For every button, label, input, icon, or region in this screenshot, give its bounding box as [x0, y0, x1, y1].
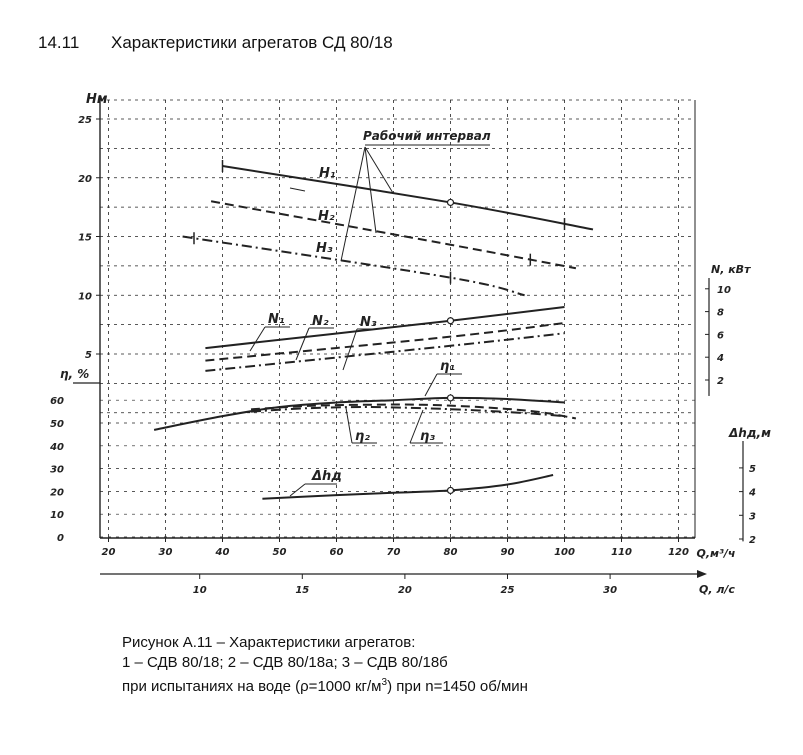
section-title: Характеристики агрегатов СД 80/18: [111, 33, 393, 52]
q-axis-label: Q,м³/ч: [697, 547, 736, 560]
eta-tick-label: 60: [50, 396, 64, 407]
series-line: [205, 306, 565, 350]
eta-tick-label: 10: [50, 510, 64, 521]
label-n1: N₁: [268, 312, 285, 327]
label-dh: Δhд: [311, 469, 342, 484]
q-tick-label: 100: [554, 547, 575, 558]
eta-tick-label: 40: [49, 442, 64, 453]
eta-tick-label: 20: [50, 487, 64, 498]
label-h3: H₃: [316, 241, 333, 256]
q-tick-label: 40: [215, 547, 230, 558]
eta-tick-label: 30: [50, 465, 64, 476]
q-ls-axis-arrow: [697, 570, 707, 578]
chart-labels: Рабочий интервал H₁ H₂ H₃ N₁ N₂ N₃ η₁ η₂ η₃ Δhд: [249, 129, 491, 497]
h-tick-label: 25: [78, 115, 92, 126]
q-ls-tick-label: 10: [193, 585, 207, 596]
dh-tick-label: 5: [749, 464, 756, 475]
annotation-leader: [340, 146, 366, 262]
operating-point: [446, 317, 455, 325]
series-line: [262, 474, 554, 500]
n1-leader: [249, 326, 266, 352]
eta-tick-label: 0: [57, 533, 64, 544]
grid: [100, 100, 695, 538]
dh-leader: [289, 483, 306, 497]
label-n2: N₂: [312, 314, 329, 329]
n-tick-label: 8: [717, 308, 724, 319]
caption-line-3-a: при испытаниях на воде (ρ=1000 кг/м: [122, 678, 382, 695]
q-tick-label: 90: [501, 547, 515, 558]
label-h2: H₂: [318, 209, 335, 224]
operating-point: [446, 486, 455, 495]
dh-tick-label: 3: [749, 511, 756, 522]
q-tick-label: 80: [444, 547, 458, 558]
series-line: [153, 396, 565, 431]
h-tick-label: 5: [85, 350, 92, 361]
caption-line-3: при испытаниях на воде (ρ=1000 кг/м3) пр…: [122, 673, 528, 697]
h-tick-label: 10: [78, 291, 92, 302]
n-tick-label: 10: [717, 285, 731, 296]
q-ls-tick-label: 30: [603, 585, 617, 596]
eta-axis-label: η, %: [60, 367, 89, 381]
caption-line-3-sup: 3: [381, 677, 388, 688]
eta3-leader: [409, 409, 424, 444]
operating-point: [446, 198, 455, 207]
eta-tick-label: 50: [50, 419, 64, 430]
label-n3: N₃: [360, 315, 377, 330]
eta1-leader: [424, 373, 438, 397]
n-tick-label: 2: [717, 376, 724, 387]
n-axis-label: N, кВт: [711, 263, 751, 276]
q-tick-label: 50: [273, 547, 287, 558]
n-tick-label: 6: [717, 330, 724, 341]
series-line: [210, 200, 577, 270]
q-tick-label: 60: [330, 547, 344, 558]
q-ls-tick-label: 15: [295, 585, 309, 596]
eta2-leader: [345, 407, 353, 444]
operating-point: [446, 394, 455, 402]
q-ls-axis-label: Q, л/с: [699, 583, 735, 596]
series-line: [222, 165, 594, 231]
working-interval-label: Рабочий интервал: [363, 129, 491, 143]
q-ls-tick-label: 20: [398, 585, 412, 596]
h-tick-label: 15: [78, 233, 92, 244]
label-h1: H₁: [319, 166, 336, 181]
page-heading: 14.11 Характеристики агрегатов СД 80/18: [38, 33, 393, 53]
q-tick-label: 70: [387, 547, 401, 558]
caption-line-1: Рисунок А.11 – Характеристики агрегатов:: [122, 634, 416, 651]
n-tick-label: 4: [716, 353, 724, 364]
caption-line-3-b: ) при n=1450 об/мин: [387, 678, 528, 695]
dh-tick-label: 4: [748, 488, 756, 499]
dh-tick-label: 2: [749, 535, 756, 546]
q-ls-tick-label: 25: [501, 585, 515, 596]
annotation-leader: [364, 146, 377, 234]
q-tick-label: 20: [102, 547, 116, 558]
annotation-leader: [364, 146, 394, 194]
n2-leader: [295, 327, 310, 361]
h-tick-label: 20: [78, 174, 92, 185]
h-axis-label: Hм: [86, 92, 108, 107]
series-line: [250, 406, 565, 418]
n3-leader: [342, 328, 358, 371]
label-eta2: η₂: [355, 429, 370, 444]
caption-line-2: 1 – СДВ 80/18; 2 – СДВ 80/18а; 3 – СДВ 8…: [122, 654, 448, 671]
figure-caption: Рисунок А.11 – Характеристики агрегатов:…: [122, 633, 528, 697]
series-line: [205, 332, 565, 372]
q-tick-label: 110: [611, 547, 632, 558]
dh-axis-label: Δhд,м: [728, 426, 771, 440]
series-line: [182, 235, 525, 297]
series-line: [205, 322, 565, 362]
q-tick-label: 120: [668, 547, 689, 558]
series-line: [250, 403, 577, 420]
h1-arrow: [289, 187, 306, 192]
section-number: 14.11: [38, 33, 80, 52]
label-eta1: η₁: [440, 359, 455, 374]
label-eta3: η₃: [420, 429, 435, 444]
q-tick-label: 30: [159, 547, 173, 558]
